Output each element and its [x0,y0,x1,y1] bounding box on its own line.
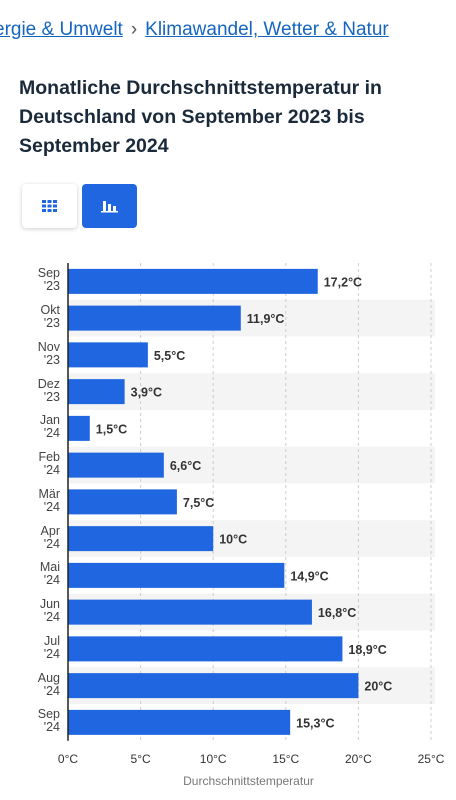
y-tick-label: Okt '23 [40,303,60,331]
bar [68,452,164,478]
x-tick-label: 25°C [418,752,445,766]
y-tick-label: Jun '24 [39,597,60,625]
bar [68,342,148,368]
x-tick-label: 10°C [200,752,227,766]
value-label: 17,2°C [324,275,362,289]
row-band [68,446,435,484]
breadcrumb: ergie & Umwelt › Klimawandel, Wetter & Nat… [0,19,389,41]
bar [68,489,177,515]
bar [68,709,291,735]
chart-view-button[interactable] [82,184,137,228]
y-tick-label: Jul '24 [43,633,60,661]
chart-title: Monatliche Durchschnittstemperatur in De… [19,77,382,157]
value-label: 3,9°C [131,386,162,400]
value-label: 5,5°C [154,349,185,363]
y-tick-label: Sep '24 [37,707,60,735]
separator: › [130,19,138,40]
value-label: 7,5°C [183,496,214,510]
row-band [68,667,435,704]
row-band [68,373,435,410]
x-tick-label: 15°C [272,752,299,766]
bar [68,526,214,552]
bar [68,415,90,441]
bar [68,305,241,331]
row-band [68,593,435,631]
breadcrumb-link[interactable]: ergie & Umwelt [0,19,123,40]
value-label: 15,3°C [296,716,334,730]
bar [68,636,343,662]
x-axis-label: Durchschnittstemperatur [183,774,314,788]
bar [68,599,312,625]
y-tick-label: Dez '23 [37,376,60,404]
table-view-button[interactable] [22,184,77,228]
value-label: 18,9°C [348,643,386,657]
value-label: 14,9°C [290,569,328,583]
x-tick-label: 0°C [58,752,78,766]
y-tick-label: Sep '23 [37,266,60,294]
y-tick-label: Apr '24 [40,523,60,551]
value-label: 11,9°C [247,312,285,326]
y-tick-label: Aug '24 [37,670,60,698]
value-label: 1,5°C [96,422,127,436]
y-tick-label: Nov '23 [37,339,60,367]
value-label: 20°C [364,680,392,694]
breadcrumb-link[interactable]: Klimawandel, Wetter & Natur [145,19,389,40]
y-tick-label: Jan '24 [39,413,60,441]
bar [68,562,285,588]
bar [68,673,359,699]
bar [68,379,125,405]
y-tick-label: Feb '24 [38,450,60,478]
row-band [68,520,435,557]
value-label: 6,6°C [170,459,201,473]
y-tick-label: Mai '24 [39,560,60,588]
y-tick-label: Mär '24 [38,486,60,514]
x-tick-label: 20°C [345,752,372,766]
value-label: 16,8°C [318,606,356,620]
value-label: 10°C [219,533,247,547]
x-tick-label: 5°C [131,752,151,766]
bar [68,268,318,294]
row-band [68,299,435,337]
